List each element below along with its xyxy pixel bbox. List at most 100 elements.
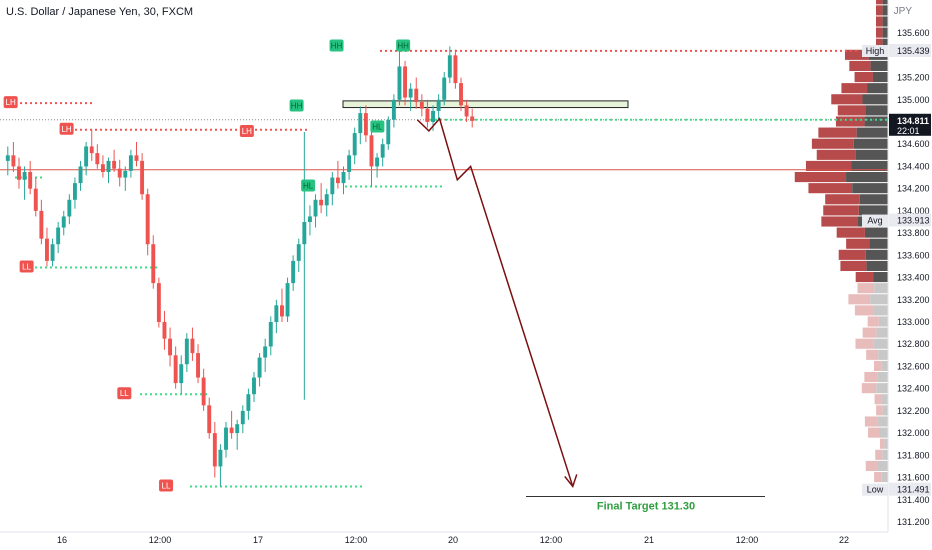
profile-bar [859, 194, 888, 205]
candle [252, 372, 256, 402]
candle-body [453, 55, 458, 84]
pivot-text: LL [162, 481, 171, 490]
x-tick-label: 12:00 [149, 535, 172, 545]
badge-value: 134.811 [897, 116, 929, 126]
profile-bar [884, 438, 888, 449]
candle [224, 422, 228, 458]
pivot-badge [59, 122, 74, 135]
candle-body [224, 427, 228, 450]
candle [235, 419, 240, 450]
profile-bar [825, 194, 860, 205]
candle-body [201, 377, 206, 406]
candle-body [447, 55, 452, 78]
profile-bar [882, 405, 888, 416]
profile-bar [862, 327, 877, 338]
candle [50, 238, 55, 267]
candle-body [268, 322, 273, 347]
y-tick-label: 131.800 [897, 450, 930, 460]
y-tick-label: 134.200 [897, 184, 930, 194]
badge-value-bg [889, 44, 931, 57]
price-axis[interactable]: 135.600 135.200 135.000 134.600 134.400 134.2… [887, 0, 930, 532]
candle [134, 142, 139, 167]
candle-body [397, 66, 402, 100]
time-axis[interactable]: 16 12:00 17 12:00 20 12:00 21 12:00 22 [0, 531, 888, 545]
y-tick-label: 131.400 [897, 495, 930, 505]
candle-body [140, 160, 145, 195]
candle [363, 105, 368, 142]
candle-body [335, 177, 340, 184]
candle [17, 157, 21, 189]
candle [156, 277, 161, 328]
candle [78, 160, 83, 191]
pivot-label: LH [3, 96, 18, 109]
candle [123, 166, 128, 191]
candle [22, 166, 27, 200]
pivot-text: HH [291, 101, 303, 110]
profile-bar [841, 83, 868, 94]
profile-bar [881, 360, 888, 371]
projection-path [416, 117, 578, 488]
candle [307, 205, 312, 236]
badge-value: 133.913 [897, 216, 930, 226]
candle-body [369, 135, 374, 167]
profile-bar [852, 183, 888, 194]
y-tick-label: 133.400 [897, 273, 930, 283]
candle [151, 235, 156, 289]
candle-body [307, 216, 312, 222]
candle [229, 410, 234, 439]
candle-body [184, 338, 189, 365]
profile-bar [876, 27, 883, 38]
candle-body [257, 357, 262, 378]
badge-tag: High [866, 46, 885, 56]
candle-body [5, 155, 10, 161]
candle-body [436, 99, 441, 111]
pivot-badge [117, 387, 132, 400]
candle [145, 188, 150, 256]
profile-bar [865, 105, 888, 116]
profile-bar [878, 316, 888, 327]
pivot-label: HH [396, 39, 411, 52]
profile-bar [882, 0, 888, 5]
candle-body [419, 102, 424, 109]
pivot-badge [370, 120, 385, 133]
profile-bar [818, 127, 857, 138]
candle [33, 177, 38, 217]
profile-bar [838, 249, 866, 260]
pivot-text: HH [397, 41, 409, 50]
profile-bar [837, 105, 866, 116]
candle [240, 405, 245, 434]
profile-bar [870, 60, 888, 71]
candle [425, 99, 430, 128]
candle-body [84, 146, 89, 167]
profile-bar [865, 460, 878, 471]
candle-body [380, 144, 385, 158]
candle [408, 83, 413, 111]
pivot-badge [396, 39, 411, 52]
candle [61, 210, 66, 236]
profile-bar [854, 72, 873, 83]
y-tick-label: 132.400 [897, 384, 930, 394]
candle-body [78, 166, 83, 184]
profile-bar [846, 172, 888, 183]
candle-body [95, 153, 100, 165]
candle-body [347, 155, 352, 172]
candle [330, 172, 335, 206]
candle-body [45, 238, 49, 261]
x-tick-label: 17 [253, 535, 263, 545]
volume-profile [794, 0, 888, 483]
profile-bar [882, 449, 888, 460]
y-tick-label: 131.600 [897, 473, 930, 483]
profile-bar [846, 238, 870, 249]
symbol-title: U.S. Dollar / Japanese Yen, 30, FXCM [6, 6, 194, 18]
candle-body [72, 183, 77, 200]
candle-body [156, 283, 161, 322]
x-tick-label: 22 [839, 535, 849, 545]
candle-body [263, 346, 268, 358]
candle-body [67, 199, 72, 217]
candle [291, 255, 296, 291]
candle [352, 127, 357, 165]
badge-tag-bg [862, 214, 888, 227]
y-tick-label: 132.800 [897, 339, 930, 349]
badge-tag: Avg [867, 216, 882, 226]
